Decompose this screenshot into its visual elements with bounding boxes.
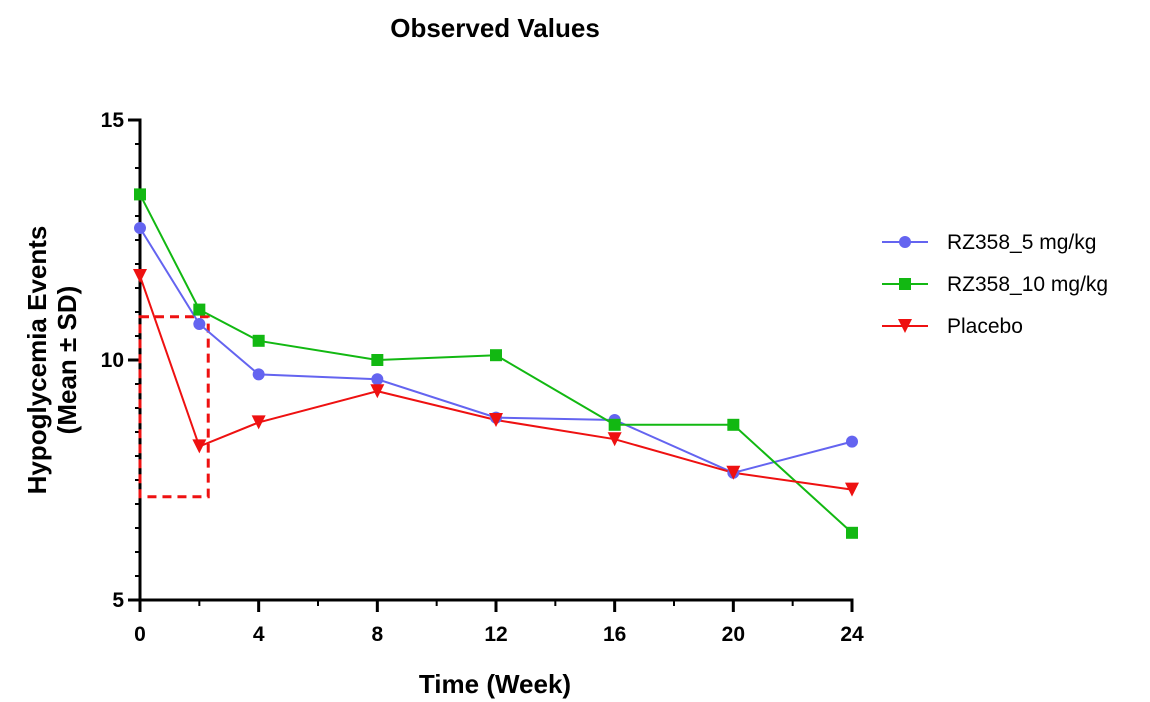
series-2-point [193,303,206,316]
plot-layer: 5 10 15 0 4 8 12 16 20 24 [101,109,864,646]
legend-marker [899,278,911,290]
series-2-point [252,334,265,347]
legend-label: RZ358_10 mg/kg [947,273,1108,296]
series-3-point [370,384,385,399]
legend-marker [898,319,912,333]
series-1-point [134,222,146,234]
y-tick-label: 15 [101,109,125,132]
x-tick-label: 0 [134,623,146,646]
y-axis-title-line1: Hypoglycemia Events [22,226,52,495]
x-tick-label: 24 [840,623,864,646]
series-3-point [133,269,147,283]
y-axis-title-line2: (Mean ± SD) [52,286,82,435]
series-3-point [192,439,207,454]
series-3-point [489,413,503,427]
legend-marker [899,236,911,248]
series-3-point [726,465,741,480]
series-1-point [252,368,265,381]
series-3-point [607,432,622,447]
series-line-2 [139,193,853,534]
dashed-highlight-box [138,315,210,499]
series-1-point [371,373,384,386]
series-2-point [727,418,740,431]
y-axis-title: Hypoglycemia Events (Mean ± SD) [22,226,82,495]
x-tick-label: 16 [603,623,626,646]
x-tick-label: 12 [484,623,507,646]
x-tick-label: 8 [371,623,383,646]
series-3-point [251,415,266,430]
series-2-point [608,418,621,431]
legend-label: Placebo [947,315,1023,338]
legend: RZ358_5 mg/kg RZ358_10 mg/kg Placebo [882,231,1108,338]
y-tick-label: 5 [112,589,124,612]
x-tick-label: 4 [253,623,265,646]
chart-title: Observed Values [390,13,600,43]
x-tick-label: 20 [722,623,745,646]
series-1-point [193,318,206,330]
y-tick-label: 10 [101,349,124,372]
series-line-1 [139,227,853,474]
series-line-3 [139,275,853,491]
series-2-point [490,349,502,362]
x-axis-title: Time (Week) [419,669,571,699]
series-2-point [846,526,858,539]
series-2-point [371,354,384,366]
series-3-point [845,482,859,497]
legend-label: RZ358_5 mg/kg [947,231,1096,254]
series-1-point [846,435,858,448]
series-2-point [134,188,146,201]
